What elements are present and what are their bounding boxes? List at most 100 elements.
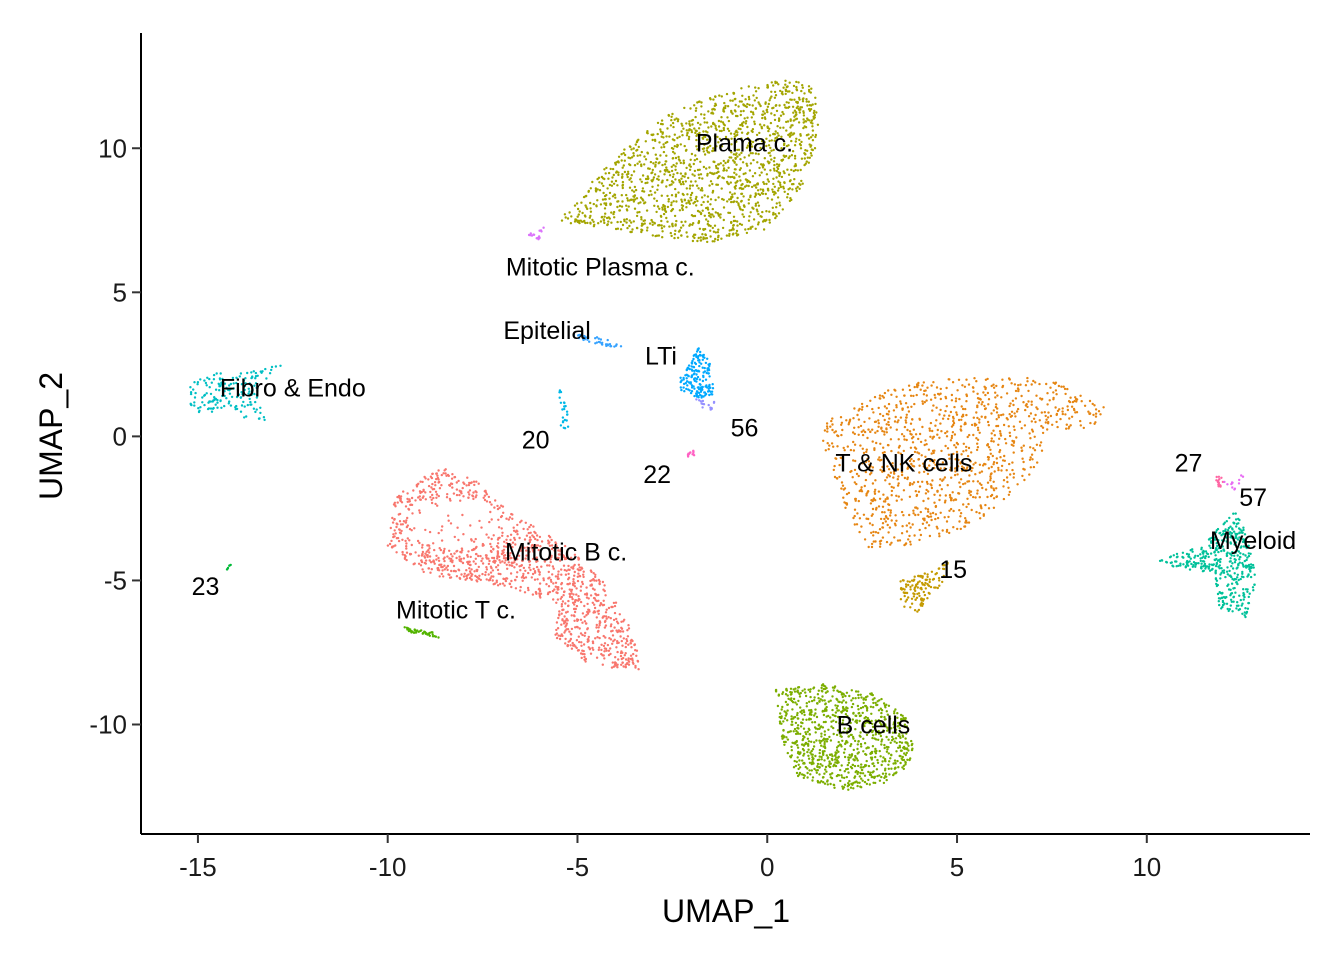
data-point (950, 476, 953, 479)
data-point (421, 550, 425, 554)
data-point (880, 743, 883, 746)
data-point (582, 649, 585, 653)
data-point (714, 95, 717, 98)
data-point (455, 556, 458, 560)
data-point (976, 442, 979, 445)
data-point (674, 168, 677, 171)
data-point (575, 639, 579, 642)
data-point (887, 767, 890, 770)
data-point (990, 412, 993, 415)
data-point (960, 429, 963, 432)
data-point (733, 200, 736, 203)
data-point (728, 234, 731, 237)
data-point (810, 154, 813, 157)
data-point (943, 516, 946, 519)
data-point (507, 561, 510, 564)
data-point (784, 79, 787, 83)
data-point (778, 163, 781, 166)
data-point (808, 769, 811, 772)
data-point (542, 577, 545, 580)
data-point (512, 526, 515, 529)
data-point (944, 444, 947, 448)
data-point (790, 198, 793, 202)
data-point (581, 582, 584, 586)
data-point (930, 384, 933, 387)
data-point (563, 631, 566, 634)
data-point (611, 605, 614, 609)
data-point (798, 108, 801, 112)
data-point (712, 215, 715, 218)
data-point (868, 466, 871, 470)
data-point (1065, 427, 1068, 430)
data-point (867, 545, 870, 549)
data-point (674, 156, 678, 160)
data-point (549, 578, 553, 582)
data-point (967, 502, 970, 506)
data-point (958, 520, 961, 523)
data-point (649, 160, 653, 164)
data-point (632, 152, 635, 155)
data-point (582, 575, 585, 579)
data-point (840, 487, 843, 490)
data-point (738, 153, 741, 156)
data-point (467, 483, 471, 487)
data-point (852, 758, 855, 761)
data-point (1010, 414, 1014, 418)
data-point (901, 766, 904, 769)
data-point (773, 113, 776, 117)
data-point (707, 110, 710, 113)
data-point (853, 514, 856, 518)
data-point (1225, 554, 1229, 558)
data-point (790, 754, 793, 757)
data-point (732, 232, 735, 235)
data-point (884, 498, 887, 501)
data-point (881, 505, 885, 508)
data-point (877, 425, 880, 428)
data-point (798, 773, 801, 776)
data-point (927, 497, 930, 500)
data-point (424, 562, 427, 565)
data-point (853, 432, 856, 436)
data-point (897, 475, 900, 478)
data-point (989, 475, 992, 478)
data-point (617, 171, 620, 174)
data-point (1225, 540, 1229, 543)
data-point (925, 480, 929, 484)
data-point (625, 221, 628, 224)
data-point (726, 200, 729, 203)
data-point (671, 175, 675, 179)
data-point (911, 418, 914, 421)
data-point (538, 589, 542, 593)
data-point (904, 419, 907, 422)
data-point (1238, 558, 1241, 561)
data-point (878, 779, 882, 782)
data-point (806, 771, 809, 775)
data-point (871, 730, 874, 734)
data-point (926, 508, 930, 511)
data-point (597, 609, 600, 612)
data-point (833, 464, 836, 468)
data-point (685, 202, 688, 205)
data-point (778, 720, 782, 723)
data-point (884, 725, 887, 728)
data-point (448, 576, 452, 579)
data-point (633, 643, 637, 646)
data-point (739, 123, 742, 127)
data-point (632, 154, 635, 157)
data-point (840, 764, 843, 767)
data-point (796, 717, 799, 720)
data-point (443, 559, 446, 563)
data-point (622, 656, 625, 660)
data-point (717, 163, 721, 166)
data-point (532, 567, 535, 571)
data-point (621, 166, 624, 169)
data-point (666, 205, 670, 209)
data-point (670, 165, 673, 168)
data-point (908, 495, 912, 498)
data-point (783, 142, 786, 145)
data-point (672, 200, 675, 203)
data-point (931, 437, 934, 440)
data-point (831, 695, 834, 698)
data-point (661, 163, 664, 167)
data-point (1223, 521, 1227, 524)
